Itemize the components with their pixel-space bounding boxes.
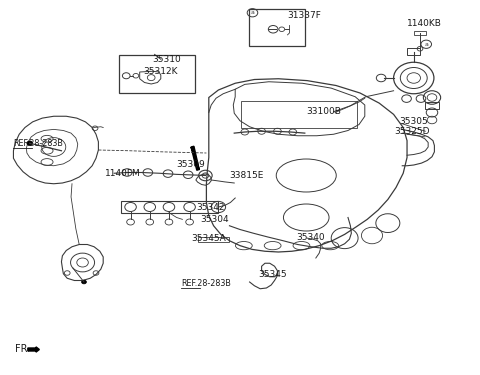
Text: 31337F: 31337F bbox=[287, 11, 321, 20]
Text: 35304: 35304 bbox=[201, 215, 229, 224]
Text: 35305: 35305 bbox=[399, 117, 428, 126]
Bar bbox=[407, 48, 420, 55]
Text: 33815E: 33815E bbox=[229, 171, 264, 180]
Text: 35340: 35340 bbox=[297, 232, 325, 242]
Text: 35325D: 35325D bbox=[395, 128, 430, 136]
Circle shape bbox=[82, 280, 86, 284]
Text: 35309: 35309 bbox=[177, 160, 205, 169]
Text: 1140FM: 1140FM bbox=[105, 169, 140, 178]
Bar bbox=[121, 201, 218, 213]
Text: REF.28-283B: REF.28-283B bbox=[181, 279, 231, 288]
Bar bbox=[198, 237, 229, 242]
Bar bbox=[241, 101, 357, 128]
Bar bbox=[425, 102, 439, 109]
Text: 35312K: 35312K bbox=[143, 68, 178, 76]
Text: 35342: 35342 bbox=[196, 202, 224, 211]
Bar bbox=[414, 32, 426, 34]
Text: 1140KB: 1140KB bbox=[407, 19, 442, 28]
Bar bbox=[249, 9, 305, 46]
Polygon shape bbox=[28, 347, 39, 352]
Polygon shape bbox=[191, 147, 199, 170]
Circle shape bbox=[27, 141, 33, 146]
Text: 33100B: 33100B bbox=[306, 107, 341, 116]
Polygon shape bbox=[191, 146, 199, 170]
Text: 35310: 35310 bbox=[153, 55, 181, 64]
Text: REF.28-283B: REF.28-283B bbox=[13, 139, 63, 148]
Text: a: a bbox=[424, 42, 428, 47]
Bar bbox=[119, 55, 195, 93]
Text: 35345A: 35345A bbox=[191, 234, 226, 243]
Text: FR.: FR. bbox=[15, 345, 31, 354]
Text: 35345: 35345 bbox=[258, 270, 287, 279]
Text: a: a bbox=[251, 10, 254, 15]
